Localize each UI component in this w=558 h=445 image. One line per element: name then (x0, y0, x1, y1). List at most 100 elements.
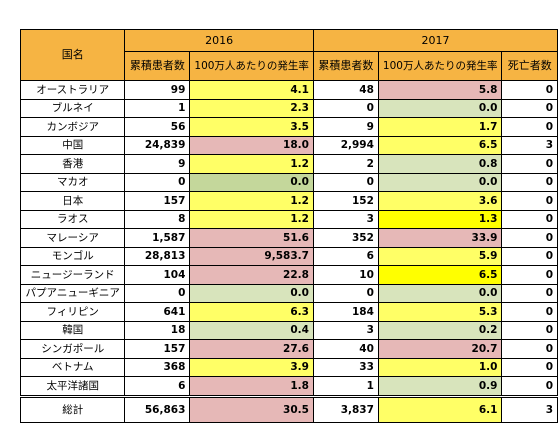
cell-rate-2017: 0.0 (377, 172, 503, 192)
cell-deaths: 0 (501, 376, 558, 397)
cell-cumulative-2016: 104 (124, 265, 191, 285)
cell-rate-2016: 4.1 (189, 80, 314, 100)
header-rate-2016: 100万人あたりの発生率 (189, 51, 314, 81)
cell-rate-2017: 0.0 (377, 98, 503, 118)
cell-rate-2017: 0.2 (377, 320, 503, 340)
cell-cumulative-2016: 157 (124, 191, 191, 211)
table-row: オーストラリア 99 4.1 48 5.8 0 (19, 80, 558, 100)
cell-cumulative-2017: 10 (312, 265, 379, 285)
table-row: フィリピン 641 6.3 184 5.3 0 (19, 302, 558, 322)
cell-rate-2016: 0.4 (189, 320, 314, 340)
cell-rate-2017: 6.5 (377, 265, 503, 285)
cell-country: 総計 (19, 395, 126, 423)
table-row: モンゴル 28,813 9,583.7 6 5.9 0 (19, 246, 558, 266)
cell-deaths: 0 (501, 357, 558, 377)
cell-cumulative-2017: 40 (312, 339, 379, 359)
cell-rate-2017: 6.1 (377, 395, 503, 423)
cell-country: マレーシア (19, 228, 126, 248)
statistics-table: 国名 2016 2017 累積患者数 100万人あたりの発生率 累積患者数 10… (19, 29, 558, 423)
cell-country: ブルネイ (19, 98, 126, 118)
cell-country: オーストラリア (19, 80, 126, 100)
cell-country: ラオス (19, 209, 126, 229)
cell-cumulative-2016: 368 (124, 357, 191, 377)
cell-rate-2016: 3.9 (189, 357, 314, 377)
header-row-years: 国名 2016 2017 (19, 29, 558, 81)
cell-deaths: 0 (501, 80, 558, 100)
table-row: 香港 9 1.2 2 0.8 0 (19, 154, 558, 174)
cell-deaths: 0 (501, 320, 558, 340)
cell-country: カンボジア (19, 117, 126, 137)
table-row: ラオス 8 1.2 3 1.3 0 (19, 209, 558, 229)
cell-deaths: 0 (501, 265, 558, 285)
cell-country: 中国 (19, 135, 126, 155)
cell-rate-2017: 1.3 (377, 209, 503, 229)
cell-rate-2017: 1.7 (377, 117, 503, 137)
cell-cumulative-2016: 99 (124, 80, 191, 100)
cell-cumulative-2017: 3,837 (312, 395, 379, 423)
table-row: ニュージーランド 104 22.8 10 6.5 0 (19, 265, 558, 285)
header-row-columns: 累積患者数 100万人あたりの発生率 累積患者数 100万人あたりの発生率 死亡… (21, 51, 558, 81)
cell-cumulative-2016: 0 (124, 283, 191, 303)
cell-rate-2017: 20.7 (377, 339, 503, 359)
cell-country: 韓国 (19, 320, 126, 340)
cell-cumulative-2017: 0 (312, 98, 379, 118)
cell-cumulative-2017: 352 (312, 228, 379, 248)
cell-cumulative-2017: 184 (312, 302, 379, 322)
cell-cumulative-2016: 18 (124, 320, 191, 340)
cell-country: シンガポール (19, 339, 126, 359)
cell-rate-2016: 6.3 (189, 302, 314, 322)
cell-rate-2017: 33.9 (377, 228, 503, 248)
cell-rate-2016: 0.0 (189, 172, 314, 192)
cell-cumulative-2016: 6 (124, 376, 191, 397)
table-row: 太平洋諸国 6 1.8 1 0.9 0 (19, 376, 558, 397)
cell-deaths: 0 (501, 209, 558, 229)
cell-cumulative-2016: 9 (124, 154, 191, 174)
cell-rate-2016: 51.6 (189, 228, 314, 248)
total-row: 総計 56,863 30.5 3,837 6.1 3 (19, 395, 558, 423)
table-row: マレーシア 1,587 51.6 352 33.9 0 (19, 228, 558, 248)
table-row: マカオ 0 0.0 0 0.0 0 (19, 172, 558, 192)
table-row: 中国 24,839 18.0 2,994 6.5 3 (19, 135, 558, 155)
cell-rate-2016: 27.6 (189, 339, 314, 359)
cell-cumulative-2016: 1 (124, 98, 191, 118)
cell-rate-2017: 0.0 (377, 283, 503, 303)
cell-rate-2016: 22.8 (189, 265, 314, 285)
cell-rate-2017: 3.6 (377, 191, 503, 211)
table-row: カンボジア 56 3.5 9 1.7 0 (19, 117, 558, 137)
cell-deaths: 0 (501, 302, 558, 322)
cell-deaths: 0 (501, 191, 558, 211)
cell-rate-2016: 18.0 (189, 135, 314, 155)
table-row: ブルネイ 1 2.3 0 0.0 0 (19, 98, 558, 118)
cell-cumulative-2017: 0 (312, 172, 379, 192)
cell-cumulative-2016: 157 (124, 339, 191, 359)
cell-cumulative-2016: 28,813 (124, 246, 191, 266)
cell-country: ニュージーランド (19, 265, 126, 285)
cell-rate-2016: 30.5 (189, 395, 314, 423)
cell-rate-2016: 9,583.7 (189, 246, 314, 266)
table-row: パプアニューギニア 0 0.0 0 0.0 0 (19, 283, 558, 303)
header-cumulative-2017: 累積患者数 (312, 51, 379, 81)
cell-rate-2016: 1.8 (189, 376, 314, 397)
cell-cumulative-2017: 33 (312, 357, 379, 377)
cell-country: マカオ (19, 172, 126, 192)
cell-cumulative-2016: 0 (124, 172, 191, 192)
cell-rate-2016: 1.2 (189, 154, 314, 174)
cell-deaths: 0 (501, 154, 558, 174)
cell-rate-2017: 5.8 (377, 80, 503, 100)
cell-cumulative-2017: 6 (312, 246, 379, 266)
cell-deaths: 0 (501, 172, 558, 192)
cell-cumulative-2016: 56 (124, 117, 191, 137)
cell-cumulative-2016: 641 (124, 302, 191, 322)
cell-country: 日本 (19, 191, 126, 211)
cell-deaths: 3 (501, 395, 558, 423)
cell-cumulative-2017: 48 (312, 80, 379, 100)
cell-cumulative-2017: 1 (312, 376, 379, 397)
table-row: 韓国 18 0.4 3 0.2 0 (19, 320, 558, 340)
cell-cumulative-2017: 2,994 (312, 135, 379, 155)
cell-rate-2017: 5.9 (377, 246, 503, 266)
cell-deaths: 0 (501, 283, 558, 303)
table-row: 日本 157 1.2 152 3.6 0 (19, 191, 558, 211)
cell-cumulative-2017: 9 (312, 117, 379, 137)
cell-country: 香港 (19, 154, 126, 174)
header-cumulative-2016: 累積患者数 (124, 51, 191, 81)
